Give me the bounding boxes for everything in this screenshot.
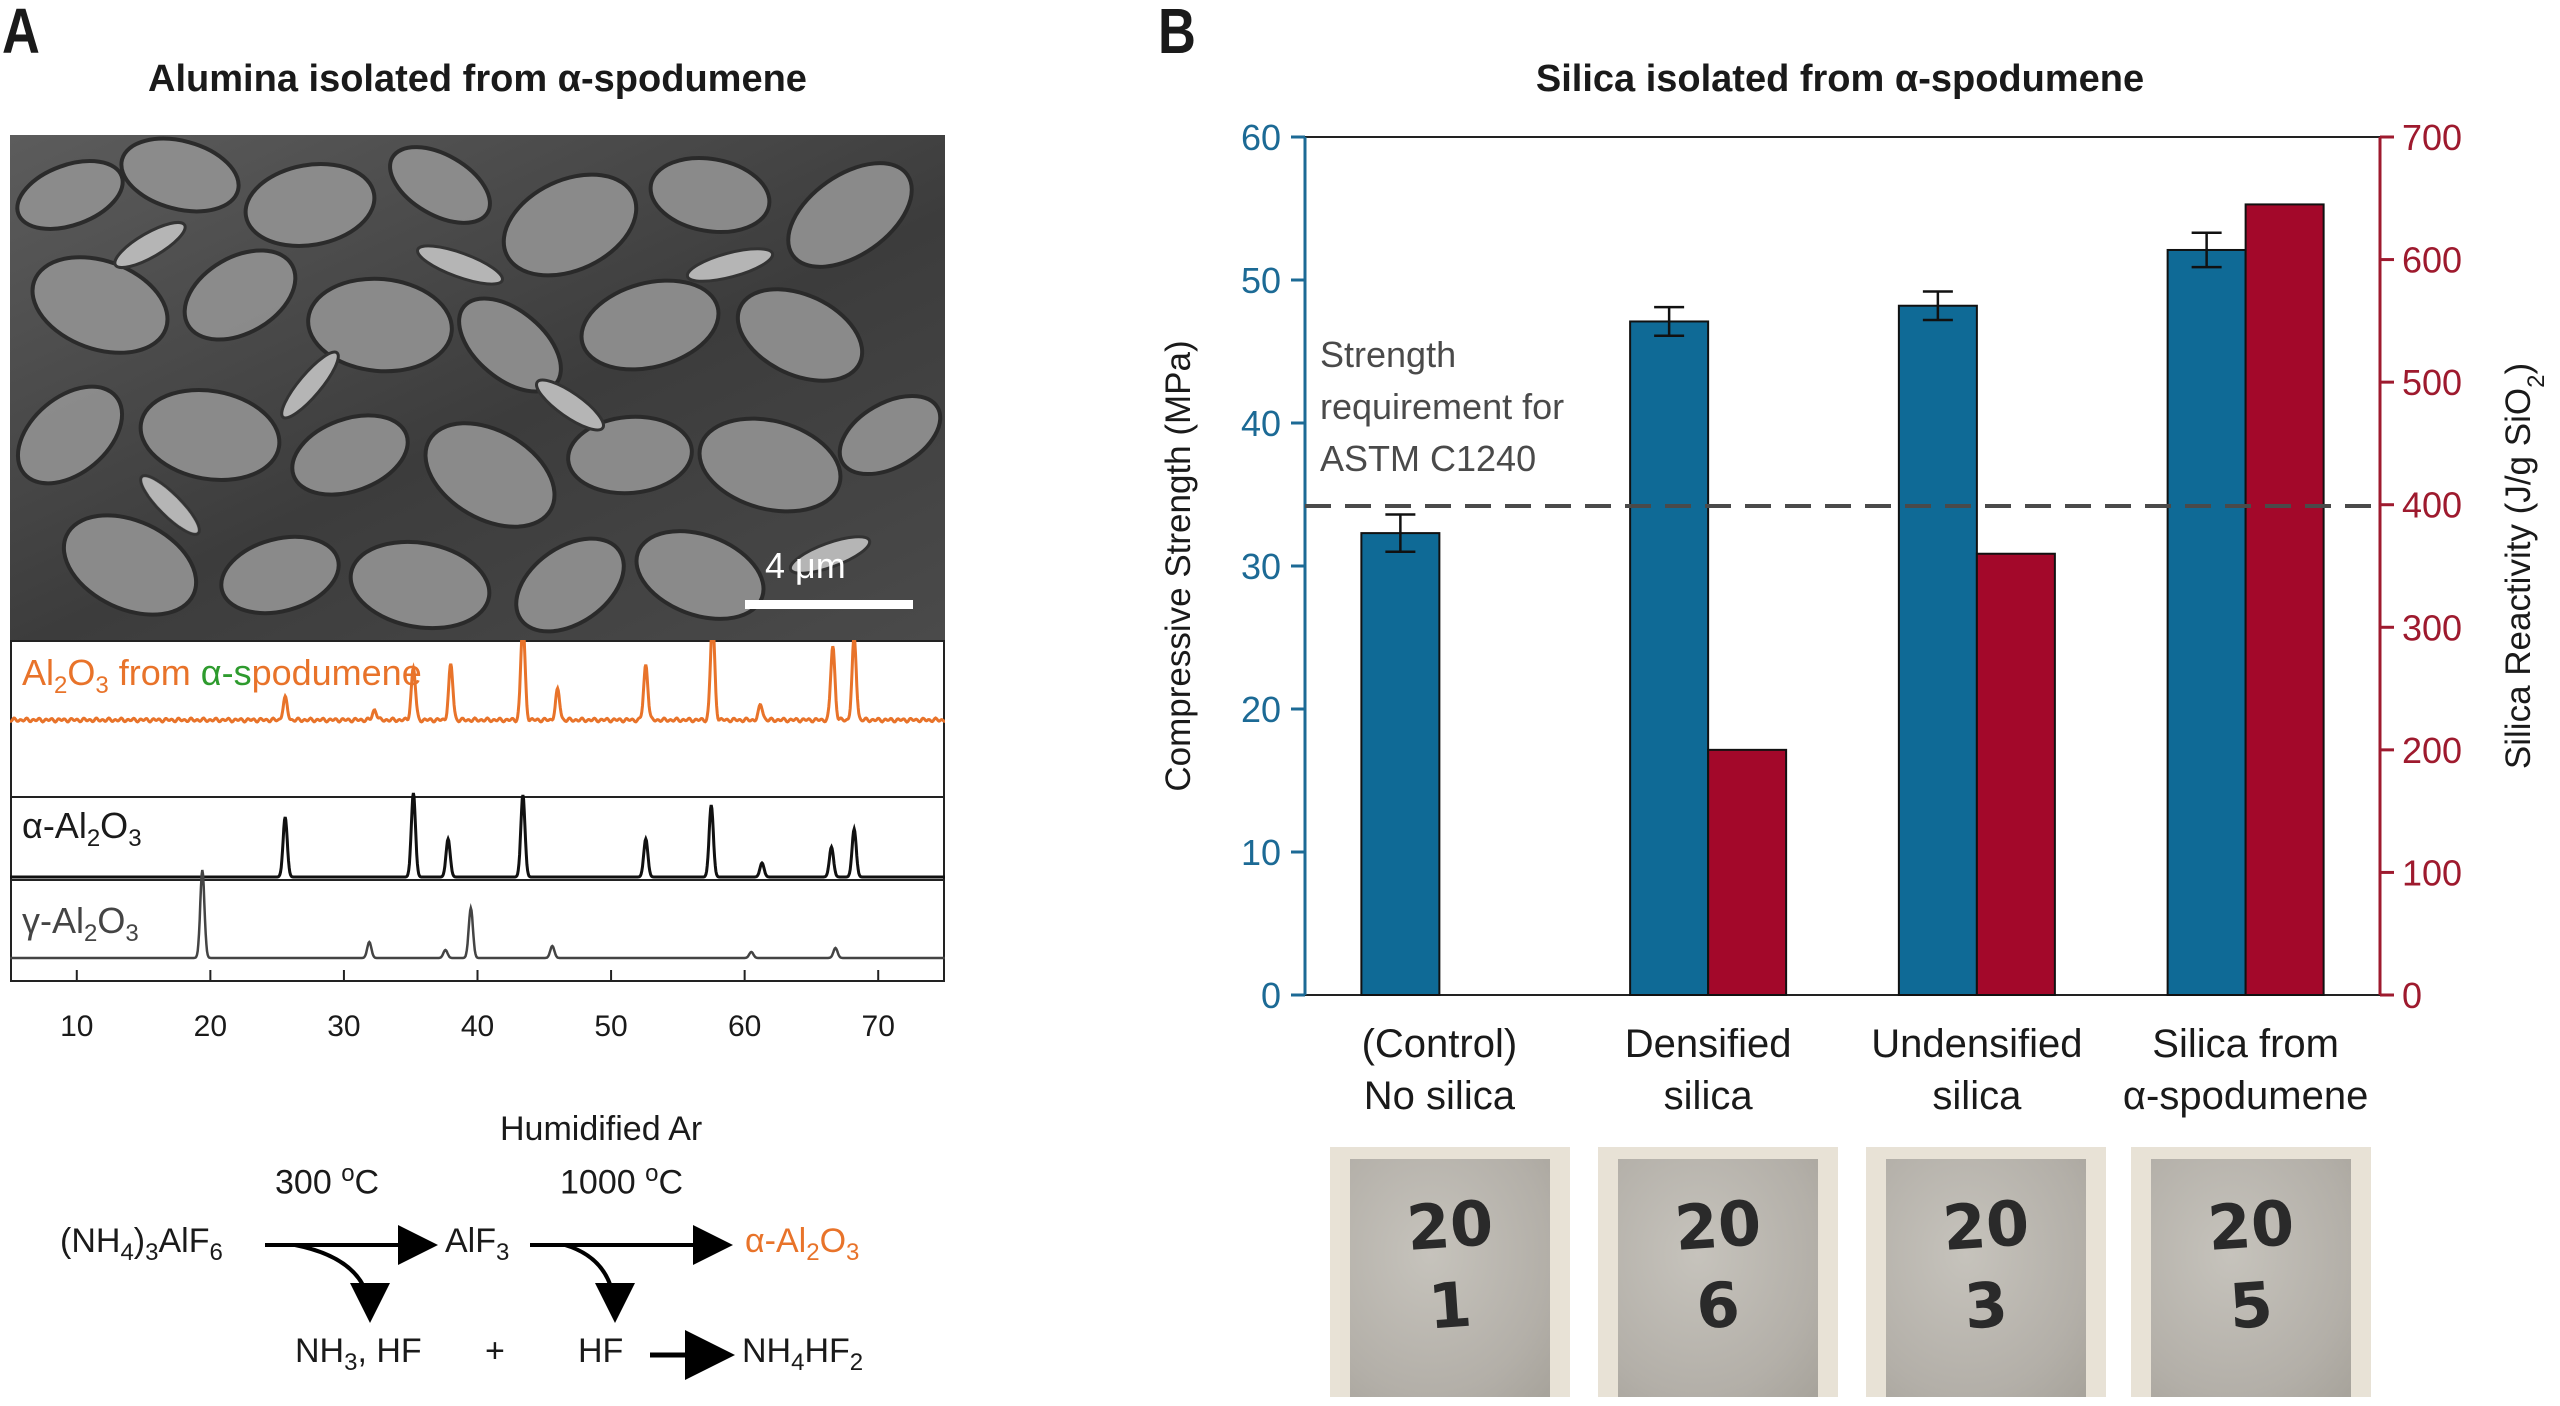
right-y-tick-label: 500 (2402, 362, 2462, 403)
rxn-final: NH4HF2 (742, 1332, 864, 1376)
rxn-plus: + (485, 1332, 505, 1370)
xrd-x-tick-label: 30 (327, 1010, 361, 1043)
bar-chart: 0 10 20 30 40 50 60 0 100 200 300 400 500 600 700 Str… (1160, 117, 2550, 1118)
sample-photo: 20 6 (1598, 1147, 1838, 1397)
right-y-tick-label: 200 (2402, 730, 2462, 771)
rxn-byproduct2: HF (578, 1332, 624, 1370)
y-axis-label-left: Compressive Strength (MPa) (1160, 340, 1198, 791)
sample-photo: 20 5 (2131, 1147, 2371, 1397)
cube-label-line1: 20 (1940, 1186, 2032, 1265)
category-label: α-spodumene (2123, 1074, 2369, 1118)
left-y-tick-label: 20 (1241, 689, 1281, 730)
category-label: Silica from (2152, 1022, 2339, 1066)
strength-bar (2166, 248, 2247, 997)
xrd-trace-gamma (10, 869, 945, 960)
threshold-label: requirement for (1320, 386, 1564, 427)
cube-label-line2: 3 (1961, 1267, 2011, 1344)
category-label: No silica (1364, 1074, 1516, 1118)
xrd-x-tick-label: 70 (861, 1010, 895, 1043)
rxn-reactant: (NH4)3AlF6 (60, 1222, 223, 1266)
error-bar (1654, 305, 1685, 338)
rxn-step1-condition: 300 oC (275, 1160, 380, 1202)
sample-photo: 20 1 (1330, 1147, 1570, 1397)
panel-a-title: Alumina isolated from α-spodumene (148, 58, 807, 100)
cube-label-line1: 20 (1404, 1186, 1496, 1265)
left-y-tick-label: 50 (1241, 260, 1281, 301)
xrd-label-gamma: γ-Al2O3 (22, 900, 139, 948)
rxn-byproduct1: NH3, HF (295, 1332, 422, 1376)
category-label: silica (1932, 1074, 2022, 1118)
concrete-cube: 20 3 (1886, 1159, 2086, 1397)
xrd-label-alpha: α-Al2O3 (22, 805, 142, 853)
right-y-tick-label: 100 (2402, 852, 2462, 893)
cube-label-line1: 20 (2205, 1186, 2297, 1265)
left-y-tick-label: 0 (1261, 975, 1281, 1016)
reactivity-bar (2244, 203, 2325, 996)
y-axis-label-right: Silica Reactivity (J/g SiO2) (2499, 363, 2550, 769)
cube-label-line1: 20 (1672, 1186, 1764, 1265)
xrd-x-tick-label: 60 (727, 1010, 762, 1043)
threshold-label: Strength (1320, 334, 1456, 375)
concrete-cube: 20 1 (1350, 1159, 1550, 1397)
xrd-x-tick-label: 40 (460, 1010, 495, 1043)
concrete-cube: 20 5 (2151, 1159, 2351, 1397)
left-y-tick-label: 40 (1241, 403, 1281, 444)
strength-bar (1360, 532, 1441, 996)
concrete-cube: 20 6 (1618, 1159, 1818, 1397)
strength-bar (1629, 320, 1710, 997)
cube-label-line2: 5 (2226, 1267, 2276, 1344)
rxn-step2-condition: 1000 oC (560, 1160, 684, 1202)
cube-label-line2: 6 (1693, 1267, 1743, 1344)
left-y-tick-label: 30 (1241, 546, 1281, 587)
rxn-product: α-Al2O3 (745, 1222, 860, 1266)
cube-label-line2: 1 (1425, 1267, 1475, 1344)
xrd-label-spodumene: Al2O3 from α-spodumene (22, 652, 422, 700)
sample-photo: 20 3 (1866, 1147, 2106, 1397)
category-label: (Control) (1362, 1022, 1518, 1066)
rxn-intermediate: AlF3 (445, 1222, 510, 1266)
xrd-x-tick-label: 50 (594, 1010, 628, 1043)
category-label: Densified (1625, 1022, 1792, 1066)
scale-bar (745, 600, 913, 609)
right-y-tick-label: 300 (2402, 607, 2462, 648)
xrd-trace-spodumene (10, 640, 945, 724)
panel-a-letter: A (2, 0, 40, 67)
right-y-tick-label: 0 (2402, 975, 2422, 1016)
threshold-label: ASTM C1240 (1320, 438, 1536, 479)
left-y-tick-label: 60 (1241, 117, 1281, 158)
category-label: Undensified (1871, 1022, 2082, 1066)
right-y-tick-label: 600 (2402, 240, 2462, 281)
reactivity-bar (1975, 552, 2056, 996)
strength-bar (1897, 304, 1978, 997)
rxn-arrows (265, 1225, 735, 1380)
category-label: silica (1664, 1074, 1754, 1118)
left-y-tick-label: 10 (1241, 832, 1281, 873)
xrd-x-tick-label: 10 (60, 1010, 94, 1043)
error-bar (1385, 513, 1416, 553)
panel-b-title: Silica isolated from α-spodumene (1535, 58, 2145, 100)
rxn-top-condition: Humidified Ar (500, 1110, 703, 1148)
right-y-tick-label: 700 (2402, 117, 2462, 158)
right-y-tick-label: 400 (2402, 485, 2462, 526)
sem-micrograph: 4 μm (10, 135, 945, 640)
scale-bar-label: 4 μm (765, 545, 846, 586)
reactivity-bar (1707, 748, 1788, 996)
xrd-trace-alpha (10, 792, 945, 879)
xrd-x-tick-label: 20 (193, 1010, 228, 1043)
xrd-traces (10, 640, 945, 982)
panel-b-letter: B (1158, 0, 1196, 67)
error-bar (1922, 290, 1953, 322)
error-bar (2191, 231, 2222, 269)
